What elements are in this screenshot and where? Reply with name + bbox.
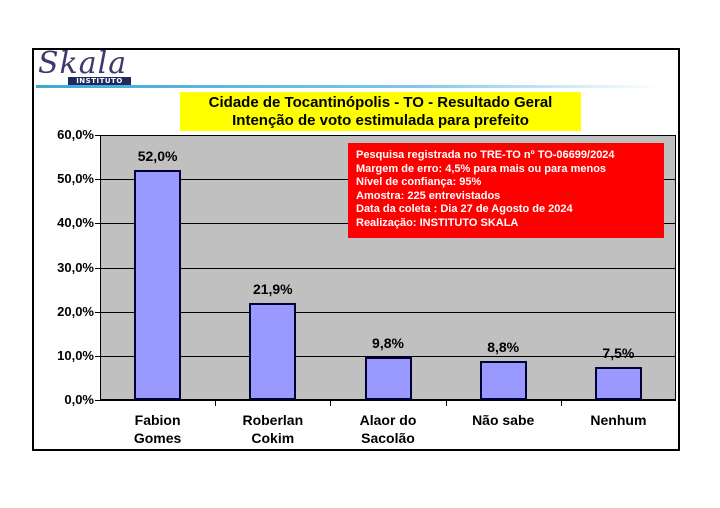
bar-value-label: 8,8% (487, 339, 520, 356)
category-label-line: Fabion (134, 412, 181, 428)
x-tick (330, 400, 332, 406)
y-tick (95, 223, 101, 225)
gridline (101, 267, 675, 269)
y-tick (95, 400, 101, 401)
category-label-line: Nenhum (590, 412, 647, 428)
title-line-1: Cidade de Tocantinópolis - TO - Resultad… (208, 94, 553, 111)
y-tick (95, 135, 101, 136)
bar (594, 366, 642, 400)
bar-value-label: 52,0% (137, 148, 178, 165)
x-tick (560, 400, 562, 406)
x-tick (215, 400, 217, 406)
y-tick-label: 0,0% (64, 392, 94, 407)
category-label: Alaor do Sacolão (333, 411, 443, 447)
category-label-line: Sacolão (361, 430, 415, 446)
bar (364, 356, 412, 400)
category-label: Fabion Gomes (103, 411, 213, 447)
category-label-line: Não sabe (472, 412, 535, 428)
y-tick (95, 179, 101, 181)
bar (134, 170, 182, 400)
gridline (101, 355, 675, 357)
y-tick-label: 40,0% (57, 215, 94, 231)
category-label: Não sabe (448, 411, 558, 429)
y-tick-label: 30,0% (57, 259, 94, 275)
y-tick (95, 267, 101, 269)
info-line: Margem de erro: 4,5% para mais ou para m… (356, 162, 607, 175)
info-line: Data da coleta : Dia 27 de Agosto de 202… (356, 203, 573, 215)
bar (479, 361, 527, 400)
info-line: Amostra: 225 entrevistados (356, 189, 501, 202)
category-label-line: Gomes (133, 430, 182, 446)
chart-title: Cidade de Tocantinópolis - TO - Resultad… (180, 92, 581, 131)
category-label: Nenhum (563, 411, 673, 429)
category-label: Roberlan Cokim (218, 411, 328, 447)
gridline (101, 311, 675, 313)
info-line: Nível de confiança: 95% (356, 176, 482, 188)
y-tick (95, 355, 101, 357)
skala-logo: Skala INSTITUTO (36, 46, 146, 90)
survey-info-box: Pesquisa registrada no TRE-TO nº TO-0669… (348, 143, 664, 238)
logo-text: Skala (38, 46, 128, 81)
bar (249, 303, 297, 400)
y-tick-label: 50,0% (57, 171, 94, 187)
bar-value-label: 7,5% (602, 344, 635, 361)
y-tick-label: 10,0% (57, 347, 94, 363)
y-tick-label: 20,0% (57, 303, 94, 319)
logo-underline (36, 85, 661, 88)
title-line-2: Intenção de voto estimulada para prefeit… (232, 112, 529, 129)
category-label-line: Alaor do (359, 412, 417, 428)
category-label-line: Roberlan (242, 412, 304, 428)
y-tick (95, 311, 101, 313)
category-label-line: Cokim (251, 430, 295, 446)
info-line: Realização: INSTITUTO SKALA (356, 216, 519, 229)
bar-value-label: 9,8% (372, 334, 404, 351)
logo-badge: INSTITUTO (68, 77, 131, 86)
y-tick-label: 60,0% (57, 127, 94, 142)
bar-value-label: 21,9% (252, 281, 293, 298)
x-tick (445, 400, 447, 406)
x-axis (100, 399, 676, 401)
info-line: Pesquisa registrada no TRE-TO nº TO-0669… (356, 149, 615, 161)
